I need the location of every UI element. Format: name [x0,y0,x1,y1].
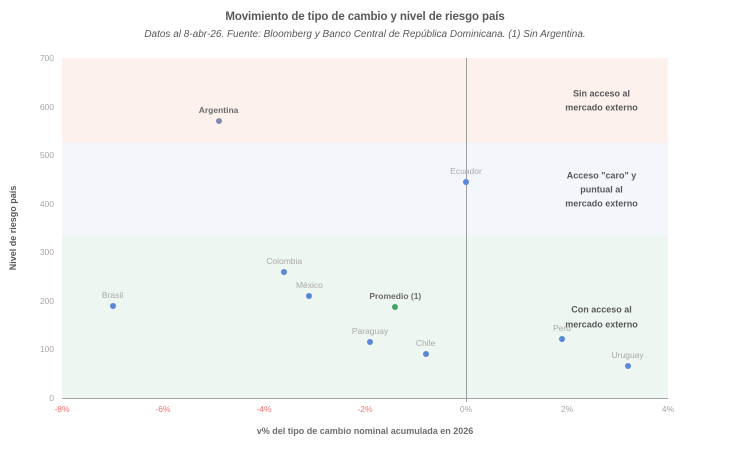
y-tick-label: 300 [39,247,54,258]
y-tick-label: 500 [39,150,54,161]
point-label-brasil: Brasil [101,289,124,300]
y-tick-label: 100 [39,344,54,355]
chart-title: Movimiento de tipo de cambio y nivel de … [225,11,505,23]
band-sin-acceso: Sin acceso al mercado externo [62,58,668,143]
data-point-promedio-1- [392,304,399,311]
data-point-per- [558,335,565,342]
x-tick-label: 4% [661,404,675,414]
data-point-uruguay [624,363,631,370]
data-point-m-xico [306,293,313,299]
band-annotation-con-acceso: Con acceso al mercado externo [565,304,638,330]
y-tick-label: 600 [39,101,54,112]
y-tick-label: 400 [39,198,54,209]
y-tick-label: 700 [39,53,54,63]
x-tick-label: -8% [54,404,70,414]
x-tick-label: -6% [155,404,171,414]
data-point-brasil [109,302,116,309]
data-point-chile [422,350,429,357]
y-tick-label: 0 [49,393,54,403]
data-point-argentina [215,118,222,125]
band-con-acceso: Con acceso al mercado externo [62,236,668,398]
band-acceso-caro: Acceso "caro" y puntual al mercado exter… [62,143,668,237]
data-point-paraguay [367,339,374,346]
data-point-colombia [281,268,288,275]
x-tick-label: -2% [357,404,373,414]
data-point-ecuador [463,178,469,185]
x-tick-label: -4% [256,404,272,414]
plot-area: Sin acceso al mercado externo Acceso "ca… [62,58,668,402]
point-label-chile: Chile [415,337,436,348]
x-tick-label: 2% [560,404,574,414]
point-label-ecuador: Ecuador [450,165,482,176]
x-axis-title: v% del tipo de cambio nominal acumulada … [256,426,474,436]
point-label-uruguay: Uruguay [611,350,644,361]
point-label-m-xico: México [295,280,323,290]
point-label-paraguay: Paraguay [351,326,389,337]
chart-subtitle: Datos al 8-abr-26. Fuente: Bloomberg y B… [144,29,586,40]
point-label-argentina: Argentina [198,105,239,116]
zero-axis-line [466,58,467,402]
point-label-colombia: Colombia [266,255,303,266]
point-label-promedio-1-: Promedio (1) [369,291,422,302]
y-tick-label: 200 [39,295,54,306]
point-label-per-: Perú [552,322,571,333]
x-tick-label: 0% [459,404,473,414]
band-annotation-acceso-caro: Acceso "caro" y puntual al mercado exter… [565,170,638,209]
band-annotation-sin-acceso: Sin acceso al mercado externo [565,88,638,113]
